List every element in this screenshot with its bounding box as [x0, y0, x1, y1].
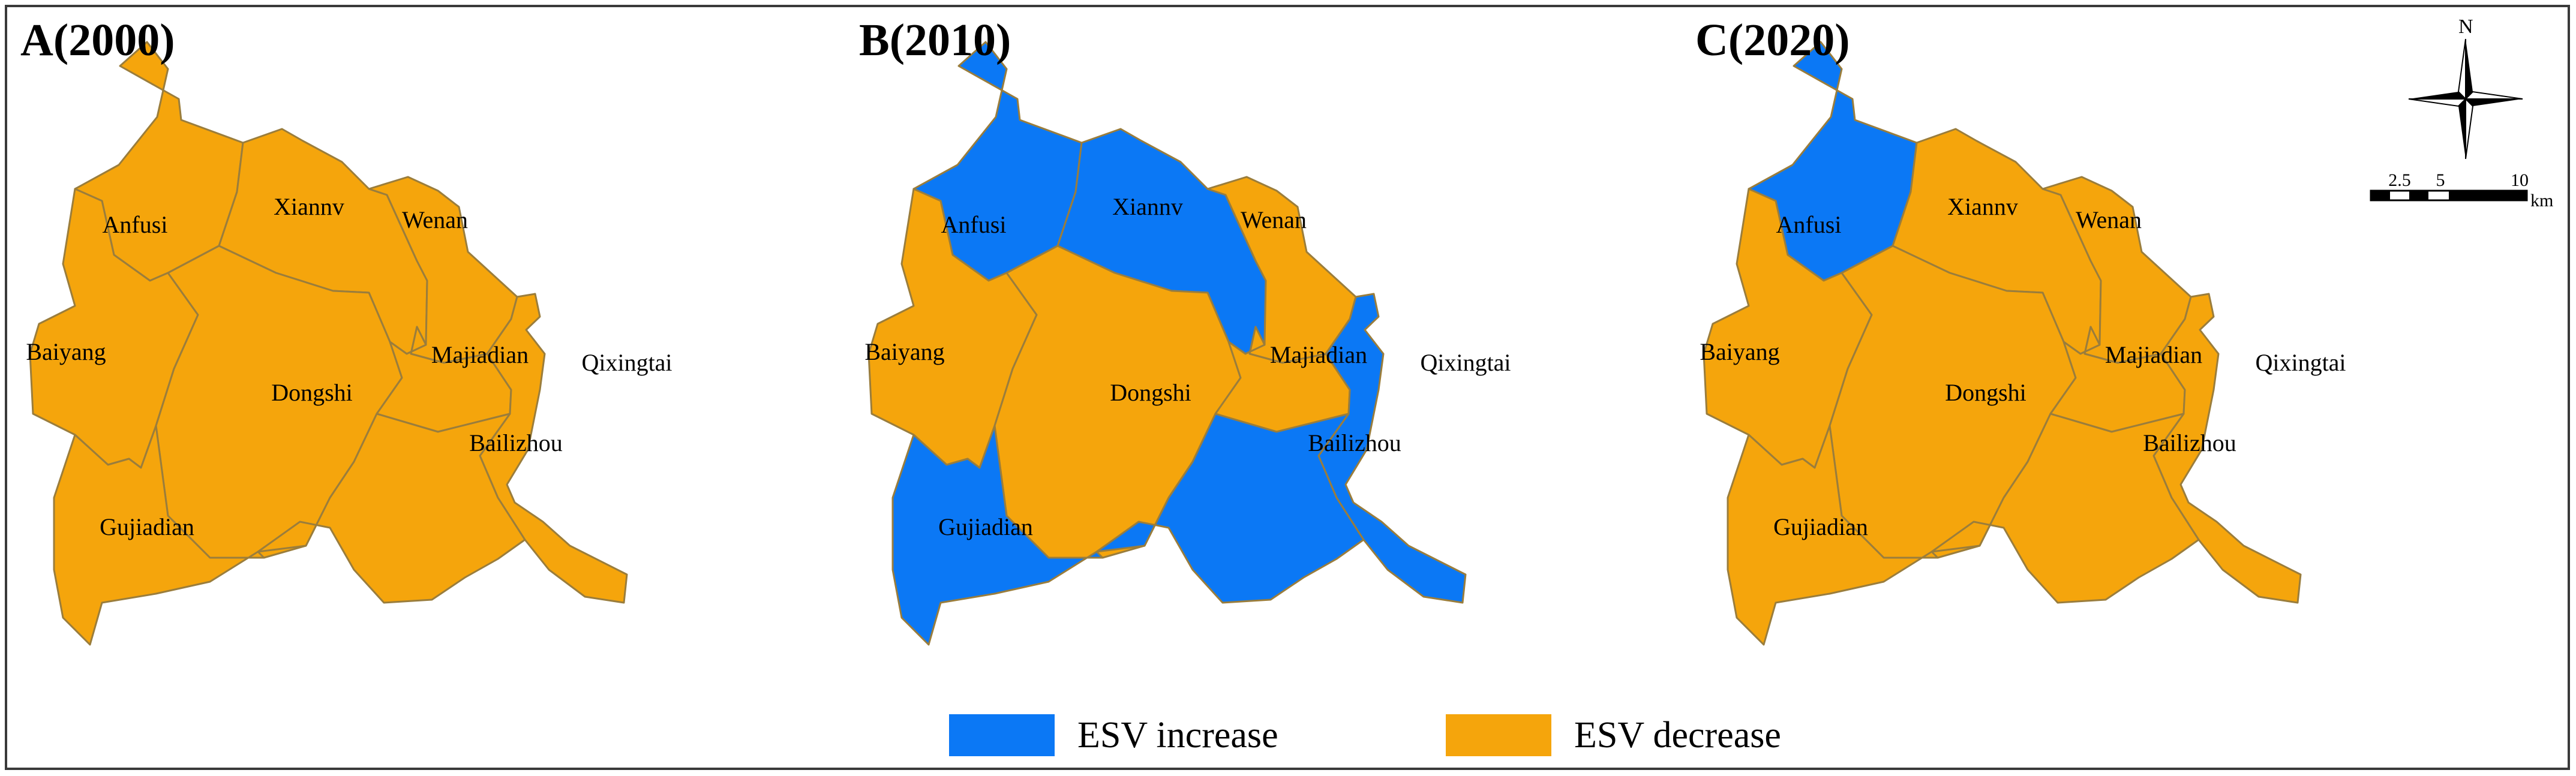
legend-label-increase: ESV increase [1077, 714, 1278, 756]
district-label-dongshi: Dongshi [1110, 379, 1191, 406]
district-label-gujiadian: Gujiadian [938, 513, 1033, 540]
district-label-anfusi: Anfusi [103, 211, 168, 238]
district-label-baiyang: Baiyang [26, 338, 106, 365]
district-label-qixingtai: Qixingtai [1420, 349, 1511, 376]
district-label-xiannv: Xiannv [274, 193, 344, 220]
scale-bar: 2.5 5 10 km [2370, 170, 2553, 210]
district-label-gujiadian: Gujiadian [100, 513, 194, 540]
district-label-qixingtai: Qixingtai [2255, 349, 2346, 376]
district-label-bailizhou: Bailizhou [469, 429, 563, 456]
district-label-baiyang: Baiyang [1700, 338, 1779, 365]
legend-swatch-increase [949, 714, 1055, 756]
district-label-majiadian: Majiadian [1270, 341, 1367, 368]
legend-label-decrease: ESV decrease [1574, 714, 1781, 756]
district-label-bailizhou: Bailizhou [2143, 429, 2236, 456]
district-label-dongshi: Dongshi [271, 379, 353, 406]
north-arrow: N [2408, 16, 2523, 160]
panel-title: A(2000) [20, 15, 175, 65]
district-label-wenan: Wenan [1241, 206, 1307, 233]
scale-tick-2: 5 [2436, 170, 2445, 190]
district-label-baiyang: Baiyang [864, 338, 944, 365]
map-panel-3: Anfusi Xiannv Wenan Baiyang Dongshi Majiadian… [1695, 15, 2346, 646]
legend: ESV increase ESV decrease [0, 705, 2576, 765]
panel-title: B(2010) [859, 15, 1011, 65]
district-label-gujiadian: Gujiadian [1773, 513, 1868, 540]
scale-tick-1: 2.5 [2388, 170, 2411, 190]
district-label-xiannv: Xiannv [1947, 193, 2018, 220]
district-label-qixingtai: Qixingtai [581, 349, 672, 376]
district-label-anfusi: Anfusi [941, 211, 1007, 238]
north-arrow-label: N [2458, 16, 2473, 38]
district-label-xiannv: Xiannv [1112, 193, 1183, 220]
district-label-majiadian: Majiadian [2105, 341, 2202, 368]
legend-item-increase: ESV increase [949, 714, 1278, 757]
district-label-dongshi: Dongshi [1945, 379, 2026, 406]
district-label-wenan: Wenan [402, 206, 468, 233]
scale-tick-3: 10 [2511, 170, 2529, 190]
district-label-anfusi: Anfusi [1776, 211, 1842, 238]
district-label-bailizhou: Bailizhou [1308, 429, 1401, 456]
district-label-majiadian: Majiadian [431, 341, 529, 368]
scale-unit: km [2530, 191, 2553, 210]
map-panel-1: Anfusi Xiannv Wenan Baiyang Dongshi Majiadian… [20, 15, 672, 646]
panel-title: C(2020) [1695, 15, 1850, 65]
legend-swatch-decrease [1446, 714, 1551, 756]
legend-item-decrease: ESV decrease [1446, 714, 1781, 757]
map-panel-2: Anfusi Xiannv Wenan Baiyang Dongshi Majiadian… [859, 15, 1511, 646]
district-label-wenan: Wenan [2076, 206, 2142, 233]
